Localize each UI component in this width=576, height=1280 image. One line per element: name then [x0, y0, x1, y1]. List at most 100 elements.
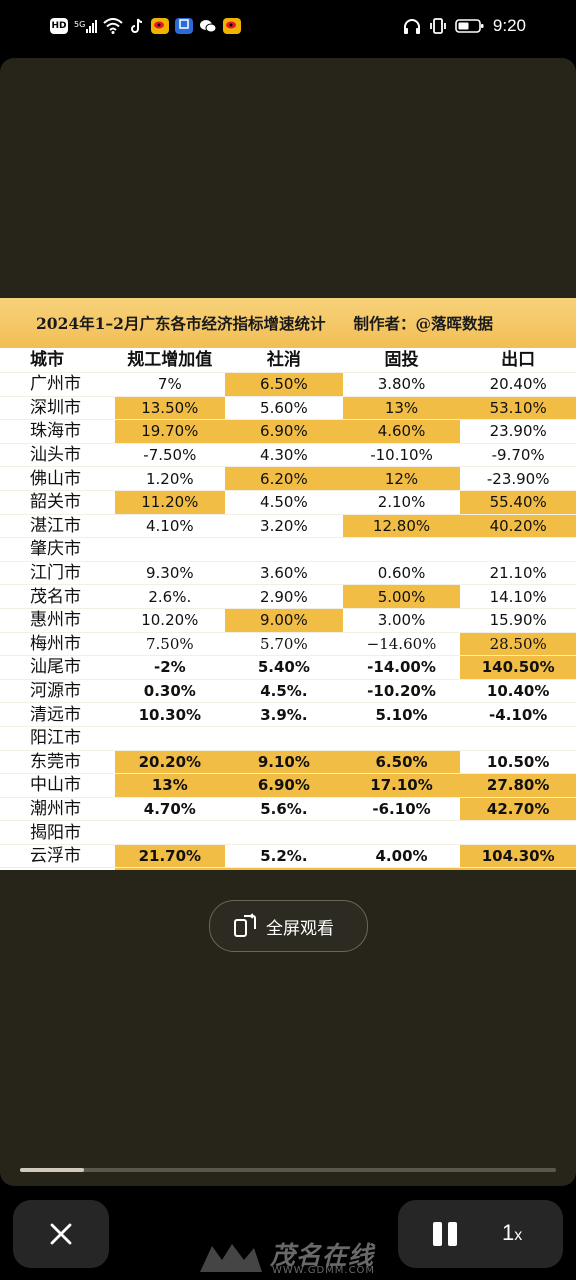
- value-cell: 4.50%: [225, 490, 343, 515]
- watermark-url: WWW.GDMM.COM: [272, 1265, 376, 1276]
- city-cell: 韶关市: [0, 490, 115, 515]
- vibrate-icon: [429, 17, 447, 35]
- value-cell: 10.60%: [114, 867, 226, 870]
- value-cell: 1.20%: [114, 466, 226, 491]
- value-cell: 15.90%: [460, 608, 576, 633]
- value-cell: [460, 820, 576, 845]
- value-cell: [114, 726, 226, 751]
- table-row: 深圳市 13.50% 5.60% 13% 53.10%: [0, 396, 576, 421]
- fullscreen-icon: [232, 913, 258, 939]
- value-cell: 10.30%: [114, 702, 226, 727]
- table-row: 佛山市 1.20% 6.20% 12% -23.90%: [0, 466, 576, 491]
- city-cell: 云浮市: [0, 844, 115, 869]
- table-title: 2024年1–2月广东各市经济指标增速统计: [36, 314, 326, 333]
- city-cell: 广东省: [0, 867, 115, 870]
- headphones-icon: [403, 18, 421, 34]
- value-cell: 5.6%.: [225, 797, 343, 822]
- value-cell: 6.50%: [225, 372, 343, 397]
- value-cell: -9.70%: [460, 443, 576, 468]
- city-cell: 茂名市: [0, 584, 115, 609]
- header-investment: 固投: [342, 348, 461, 373]
- table-row: 珠海市 19.70% 6.90% 4.60% 23.90%: [0, 419, 576, 444]
- value-cell: 9.30%: [114, 561, 226, 586]
- value-cell: 5.70%: [225, 632, 343, 657]
- value-cell: 6.20%: [225, 466, 343, 491]
- value-cell: 53.10%: [460, 396, 576, 421]
- city-cell: 河源市: [0, 679, 115, 704]
- speed-button[interactable]: 1x: [502, 1220, 522, 1246]
- table-image: 2024年1–2月广东各市经济指标增速统计 制作者：@落晖数据 城市 规工增加值…: [0, 298, 576, 870]
- value-cell: 10.50%: [460, 750, 576, 775]
- app-icon: [175, 18, 194, 34]
- city-cell: 东莞市: [0, 750, 115, 775]
- value-cell: 21.10%: [460, 561, 576, 586]
- table-row: 湛江市 4.10% 3.20% 12.80% 40.20%: [0, 514, 576, 539]
- pause-button[interactable]: [431, 1222, 459, 1246]
- progress-bar[interactable]: [20, 1168, 556, 1172]
- value-cell: 10.20%: [114, 608, 226, 633]
- value-cell: [460, 726, 576, 751]
- city-cell: 珠海市: [0, 419, 115, 444]
- value-cell: 4.10%: [114, 514, 226, 539]
- table-row: 潮州市 4.70% 5.6%. -6.10% 42.70%: [0, 797, 576, 822]
- wifi-icon: [103, 18, 123, 34]
- city-cell: 梅州市: [0, 632, 115, 657]
- value-cell: 21.70%: [114, 844, 226, 869]
- weibo-icon-2: [223, 18, 242, 34]
- value-cell: [342, 537, 461, 562]
- watermark-name: 茂名在线: [270, 1241, 375, 1270]
- playback-controls: 1x: [398, 1200, 563, 1268]
- value-cell: 23.90%: [460, 419, 576, 444]
- value-cell: 4.70%: [114, 797, 226, 822]
- header-city: 城市: [0, 348, 115, 373]
- table-row: 惠州市 10.20% 9.00% 3.00% 15.90%: [0, 608, 576, 633]
- close-button[interactable]: [13, 1200, 109, 1268]
- value-cell: 2.10%: [342, 490, 461, 515]
- value-cell: -14.00%: [342, 655, 461, 680]
- city-cell: 惠州市: [0, 608, 115, 633]
- signal-5g-icon: 5G: [74, 19, 98, 33]
- table-row: 云浮市 21.70% 5.2%. 4.00% 104.30%: [0, 844, 576, 869]
- value-cell: [460, 537, 576, 562]
- value-cell: 5.00%: [342, 584, 461, 609]
- value-cell: 4.30%: [225, 443, 343, 468]
- table-title-bar: 2024年1–2月广东各市经济指标增速统计 制作者：@落晖数据: [0, 298, 576, 348]
- value-cell: 6.50%: [342, 750, 461, 775]
- value-cell: −14.60%: [342, 632, 461, 657]
- table-row: 清远市 10.30% 3.9%. 5.10% -4.10%: [0, 702, 576, 727]
- city-cell: 汕尾市: [0, 655, 115, 680]
- pause-icon-bar: [448, 1222, 457, 1246]
- table-row: 梅州市 7.50% 5.70% −14.60% 28.50%: [0, 632, 576, 657]
- value-cell: 4.5%.: [225, 679, 343, 704]
- city-cell: 肇庆市: [0, 537, 115, 562]
- city-cell: 中山市: [0, 773, 115, 798]
- value-cell: 14.10%: [460, 584, 576, 609]
- value-cell: 0.30%: [114, 679, 226, 704]
- watermark: 茂名在线 WWW.GDMM.COM: [198, 1234, 398, 1278]
- wechat-icon: [199, 18, 217, 34]
- value-cell: 28.50%: [460, 632, 576, 657]
- clock: 9:20: [492, 16, 526, 35]
- value-cell: 2.90%: [225, 584, 343, 609]
- table-header-row: 城市 规工增加值 社消 固投 出口: [0, 348, 576, 373]
- value-cell: 5.60%: [225, 396, 343, 421]
- value-cell: 5.2%.: [225, 844, 343, 869]
- value-cell: 4.30%: [342, 867, 461, 870]
- table-row: 汕头市 -7.50% 4.30% -10.10% -9.70%: [0, 443, 576, 468]
- table-row: 江门市 9.30% 3.60% 0.60% 21.10%: [0, 561, 576, 586]
- value-cell: 7%: [114, 372, 226, 397]
- value-cell: 40.20%: [460, 514, 576, 539]
- city-cell: 广州市: [0, 372, 115, 397]
- weibo-icon: [151, 18, 170, 34]
- value-cell: 42.70%: [460, 797, 576, 822]
- value-cell: 6.90%: [225, 419, 343, 444]
- pause-icon: [433, 1222, 442, 1246]
- value-cell: -23.90%: [460, 466, 576, 491]
- city-cell: 汕头市: [0, 443, 115, 468]
- close-icon: [49, 1222, 73, 1246]
- fullscreen-button[interactable]: 全屏观看: [209, 900, 368, 952]
- value-cell: 20.20%: [114, 750, 226, 775]
- value-cell: 4.60%: [342, 419, 461, 444]
- value-cell: -6.10%: [342, 797, 461, 822]
- value-cell: 13.50%: [114, 396, 226, 421]
